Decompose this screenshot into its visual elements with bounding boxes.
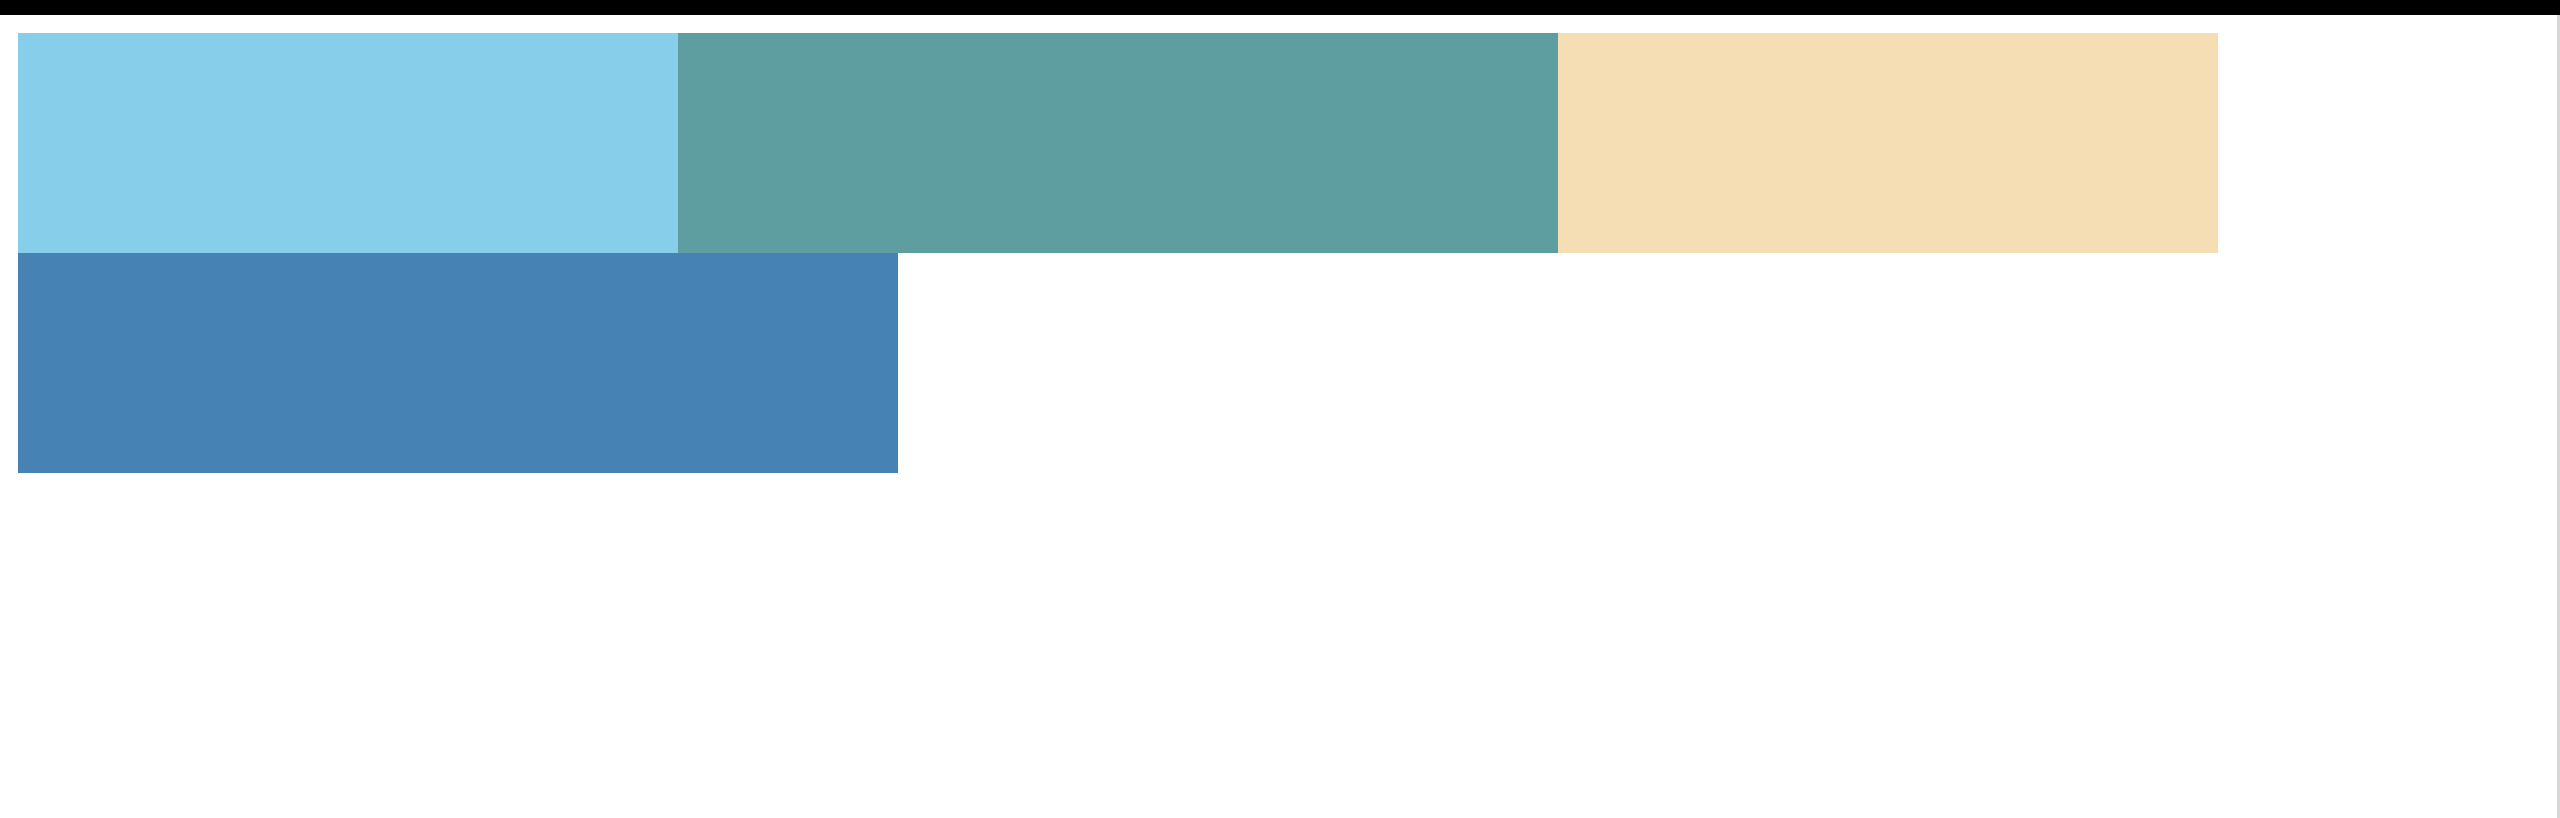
window-right-border [2557,15,2560,818]
steel-blue-block [18,253,898,473]
wheat-block [1558,33,2218,253]
teal-block [678,33,1558,253]
window-top-bar [0,0,2560,15]
sky-blue-block [18,33,678,253]
